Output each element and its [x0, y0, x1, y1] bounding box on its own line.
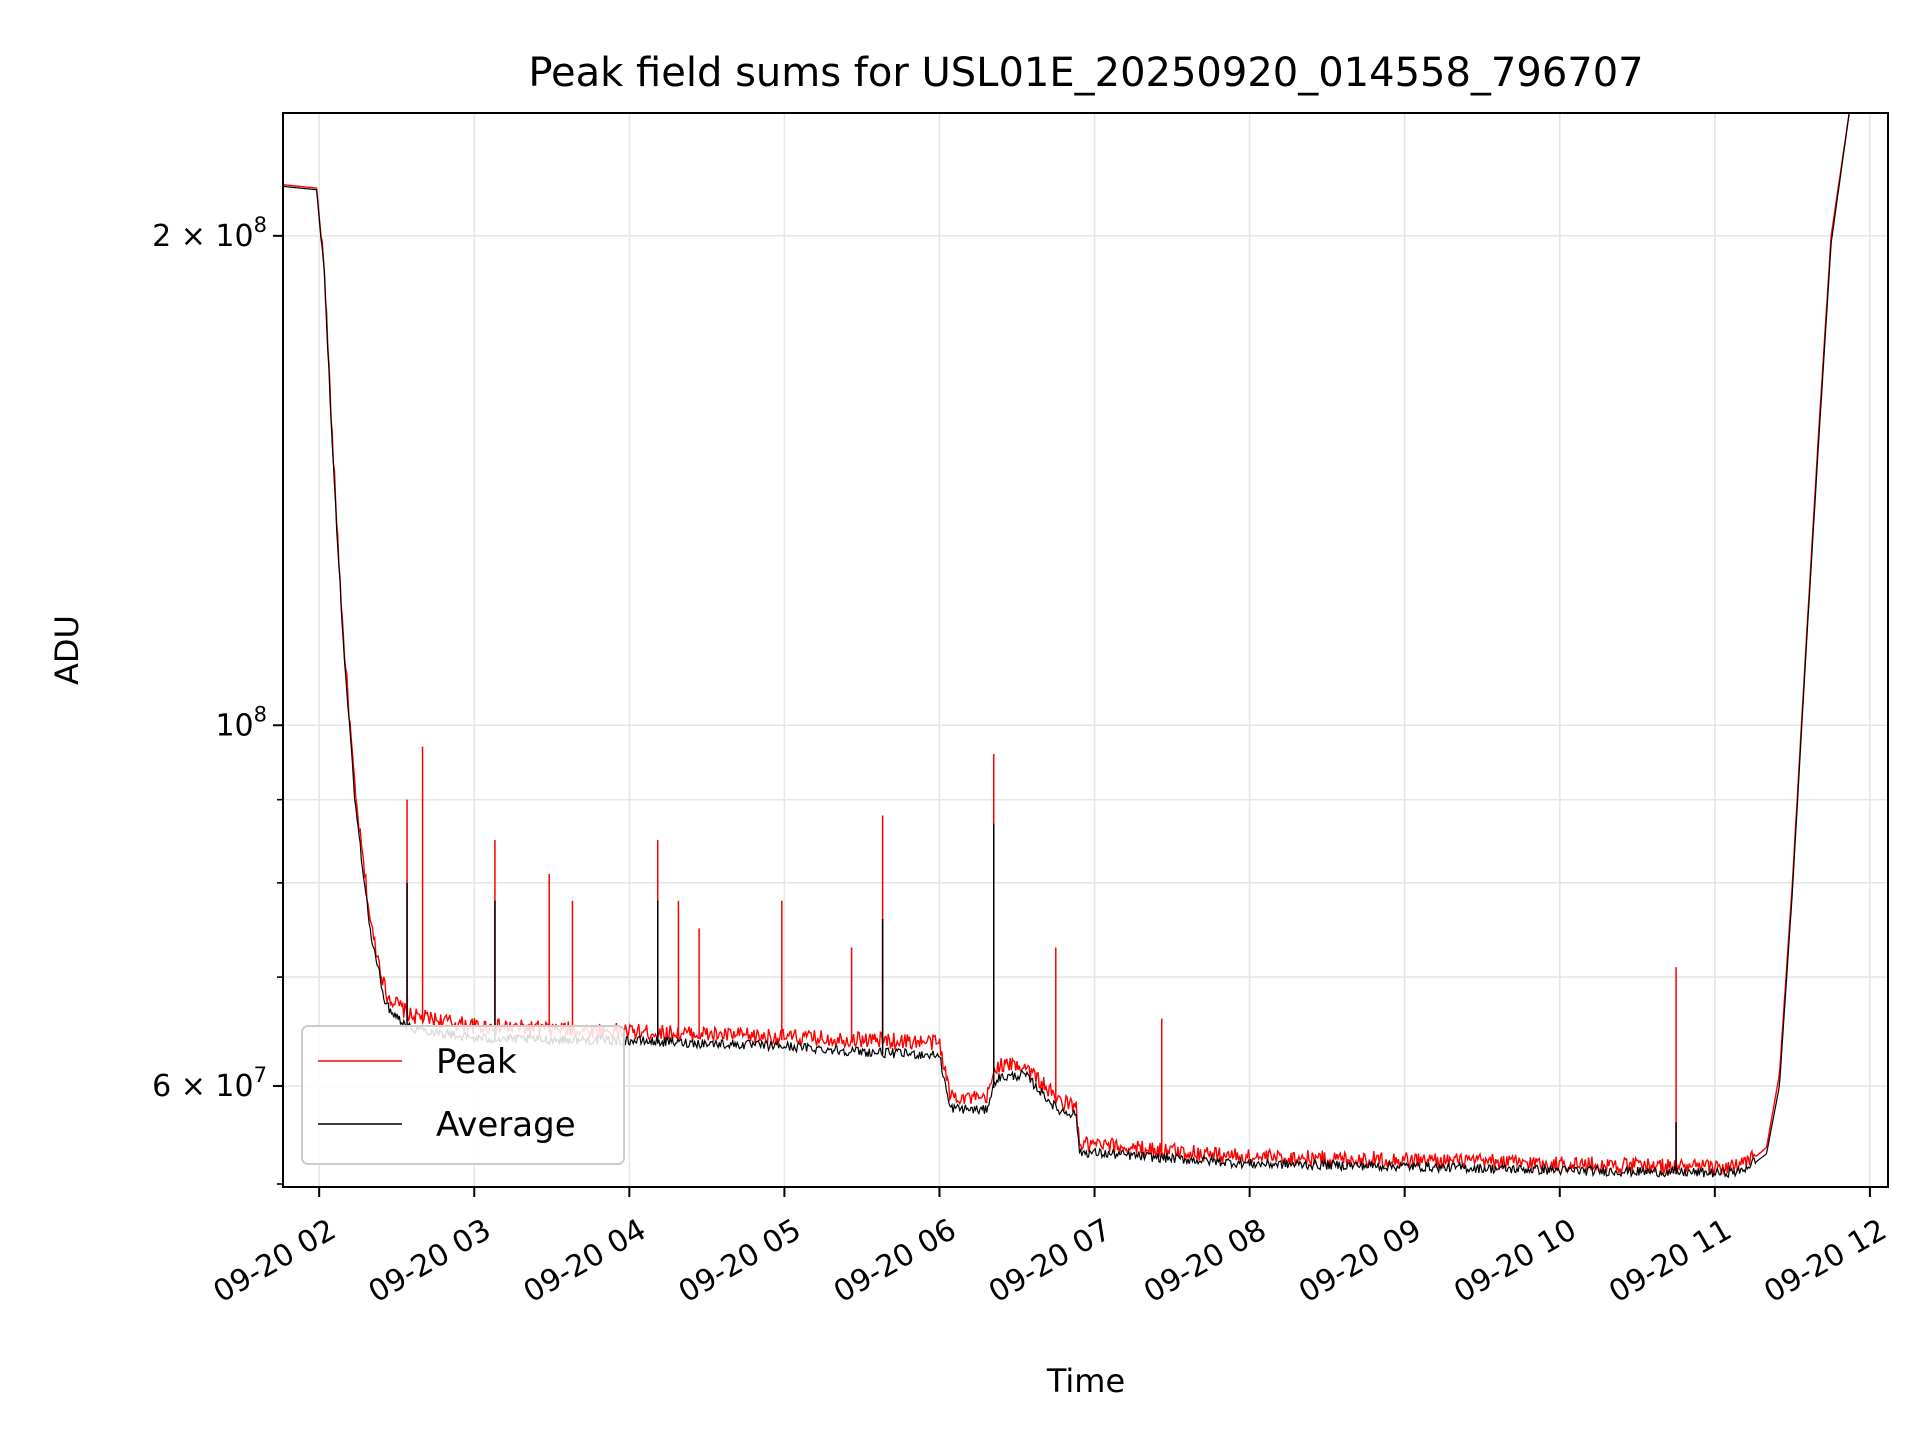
y-axis-label: ADU: [48, 615, 86, 685]
x-axis-label: Time: [1046, 1362, 1125, 1400]
y-tick-label: 2 × 108: [152, 213, 267, 254]
legend-label-peak: Peak: [436, 1042, 517, 1082]
plot-frame: [282, 112, 1889, 1188]
grid: [283, 113, 1888, 1187]
y-tick-label: 6 × 107: [152, 1063, 267, 1104]
chart-title: Peak field sums for USL01E_20250920_0145…: [528, 50, 1643, 96]
y-axis-ticks: 2 × 108 108 6 × 107: [152, 213, 283, 1104]
legend-label-average: Average: [436, 1105, 576, 1145]
y-tick-label: 108: [215, 702, 267, 743]
legend: Peak Average: [301, 1025, 625, 1165]
